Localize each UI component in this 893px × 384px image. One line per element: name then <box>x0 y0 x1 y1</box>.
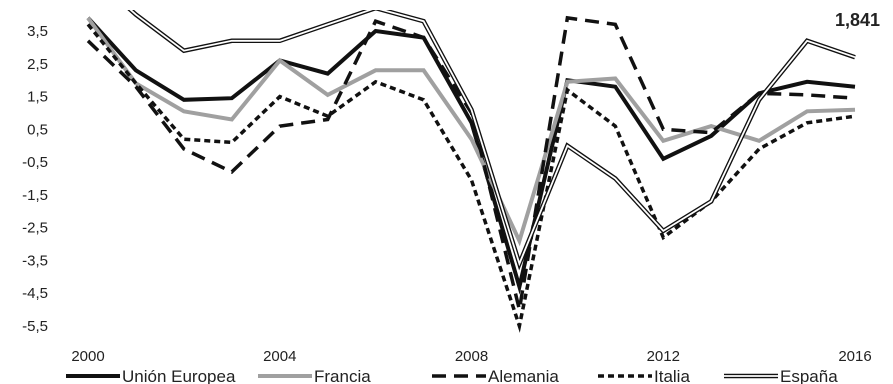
series-line <box>129 10 856 267</box>
last-value-annotation: 1,841 <box>835 10 880 30</box>
x-tick-label: 2016 <box>838 348 871 365</box>
x-tick-label: 2004 <box>263 348 296 365</box>
series-3 <box>86 23 856 333</box>
x-tick-label: 2012 <box>647 348 680 365</box>
legend: Unión Europea Francia Alemania Italia España <box>66 367 838 384</box>
y-axis: 3,5 2,5 1,5 0,5 -0,5 -1,5 -2,5 -3,5 -4,5 -5,5 <box>22 23 48 335</box>
legend-label: Unión Europea <box>122 367 236 384</box>
series-line <box>86 23 856 333</box>
series-0 <box>86 16 856 295</box>
series-1 <box>86 16 856 247</box>
legend-label: España <box>780 367 838 384</box>
series-2 <box>86 15 856 311</box>
y-tick-label: -1,5 <box>22 187 48 204</box>
y-tick-label: 2,5 <box>27 56 48 73</box>
series-4 <box>127 10 856 271</box>
y-tick-label: 0,5 <box>27 121 48 138</box>
legend-label: Francia <box>314 367 371 384</box>
legend-item: Italia <box>598 367 690 384</box>
x-tick-label: 2008 <box>455 348 488 365</box>
legend-item: Alemania <box>432 367 559 384</box>
series-line <box>127 10 856 271</box>
legend-item: Unión Europea <box>66 367 236 384</box>
y-tick-label: -4,5 <box>22 285 48 302</box>
series-line <box>86 16 856 295</box>
y-tick-label: -2,5 <box>22 220 48 237</box>
legend-item: Francia <box>258 367 371 384</box>
series-line <box>86 16 856 247</box>
x-tick-label: 2000 <box>71 348 104 365</box>
y-tick-label: -3,5 <box>22 252 48 269</box>
series-line <box>86 15 856 311</box>
y-tick-label: -5,5 <box>22 318 48 335</box>
y-tick-label: 3,5 <box>27 23 48 40</box>
legend-item: España <box>724 367 838 384</box>
series-layer <box>86 10 856 333</box>
y-tick-label: 1,5 <box>27 89 48 106</box>
legend-label: Alemania <box>488 367 559 384</box>
x-axis: 2000 2004 2008 2012 2016 <box>71 348 871 365</box>
y-tick-label: -0,5 <box>22 154 48 171</box>
legend-label: Italia <box>654 367 690 384</box>
